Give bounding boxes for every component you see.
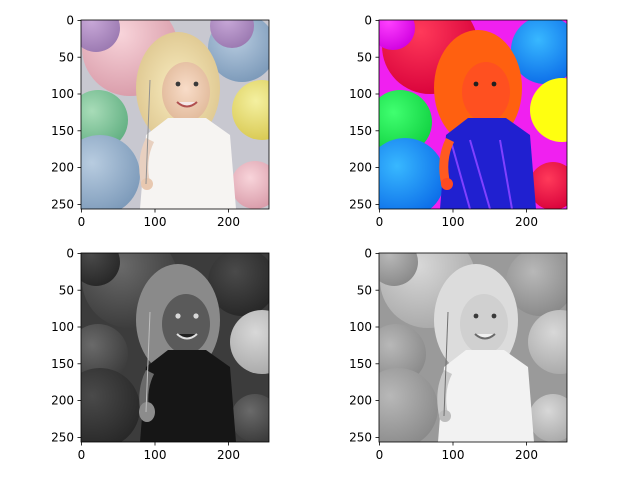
x-tick-label: 0 (376, 215, 384, 229)
x-ticks: 0 100 200 (376, 442, 538, 462)
x-tick-label: 100 (144, 448, 167, 462)
x-tick-label: 200 (515, 448, 538, 462)
x-tick-label: 0 (376, 448, 384, 462)
x-tick-label: 100 (144, 215, 167, 229)
y-tick-label: 250 (51, 198, 74, 212)
y-tick-label: 200 (349, 161, 372, 175)
axes-frame (378, 252, 568, 443)
x-ticks: 0 100 200 (78, 442, 240, 462)
y-ticks: 0 50 100 150 200 250 (349, 247, 379, 445)
x-ticks: 0 100 200 (376, 209, 538, 229)
y-tick-label: 150 (51, 357, 74, 371)
plot-area-dark-gray (81, 253, 269, 442)
axes-frame (80, 19, 270, 210)
x-tick-label: 200 (217, 448, 240, 462)
y-tick-label: 50 (357, 50, 372, 64)
y-tick-label: 100 (51, 320, 74, 334)
x-tick-label: 100 (442, 448, 465, 462)
x-tick-label: 200 (217, 215, 240, 229)
y-tick-label: 200 (51, 161, 74, 175)
y-tick-label: 200 (349, 394, 372, 408)
y-tick-label: 100 (349, 320, 372, 334)
y-tick-label: 150 (51, 124, 74, 138)
y-tick-label: 200 (51, 394, 74, 408)
y-ticks: 0 50 100 150 200 250 (51, 247, 81, 445)
y-tick-label: 0 (66, 14, 74, 28)
y-tick-label: 50 (59, 283, 74, 297)
y-tick-label: 250 (349, 431, 372, 445)
y-tick-label: 50 (59, 50, 74, 64)
axes-frame (80, 252, 270, 443)
y-tick-label: 100 (51, 87, 74, 101)
y-tick-label: 250 (51, 431, 74, 445)
image-panel-hue: 0 100 200 0 50 100 150 200 250 (349, 14, 568, 229)
x-tick-label: 0 (78, 448, 86, 462)
y-tick-label: 150 (349, 124, 372, 138)
x-ticks: 0 100 200 (78, 209, 240, 229)
y-ticks: 0 50 100 150 200 250 (349, 14, 379, 212)
plot-area-hue (379, 20, 567, 209)
x-tick-label: 0 (78, 215, 86, 229)
image-panel-dark-gray: 0 100 200 0 50 100 150 200 250 (51, 247, 270, 462)
y-tick-label: 250 (349, 198, 372, 212)
plot-area-gray (379, 253, 567, 442)
x-tick-label: 200 (515, 215, 538, 229)
y-ticks: 0 50 100 150 200 250 (51, 14, 81, 212)
x-tick-label: 100 (442, 215, 465, 229)
axes-frame (378, 19, 568, 210)
image-panel-original: 0 100 200 0 50 100 150 200 250 (51, 14, 270, 229)
y-tick-label: 0 (364, 247, 372, 261)
y-tick-label: 150 (349, 357, 372, 371)
image-panel-gray: 0 100 200 0 50 100 150 200 250 (349, 247, 568, 462)
y-tick-label: 0 (66, 247, 74, 261)
y-tick-label: 50 (357, 283, 372, 297)
y-tick-label: 0 (364, 14, 372, 28)
plot-area-original (81, 20, 269, 209)
y-tick-label: 100 (349, 87, 372, 101)
